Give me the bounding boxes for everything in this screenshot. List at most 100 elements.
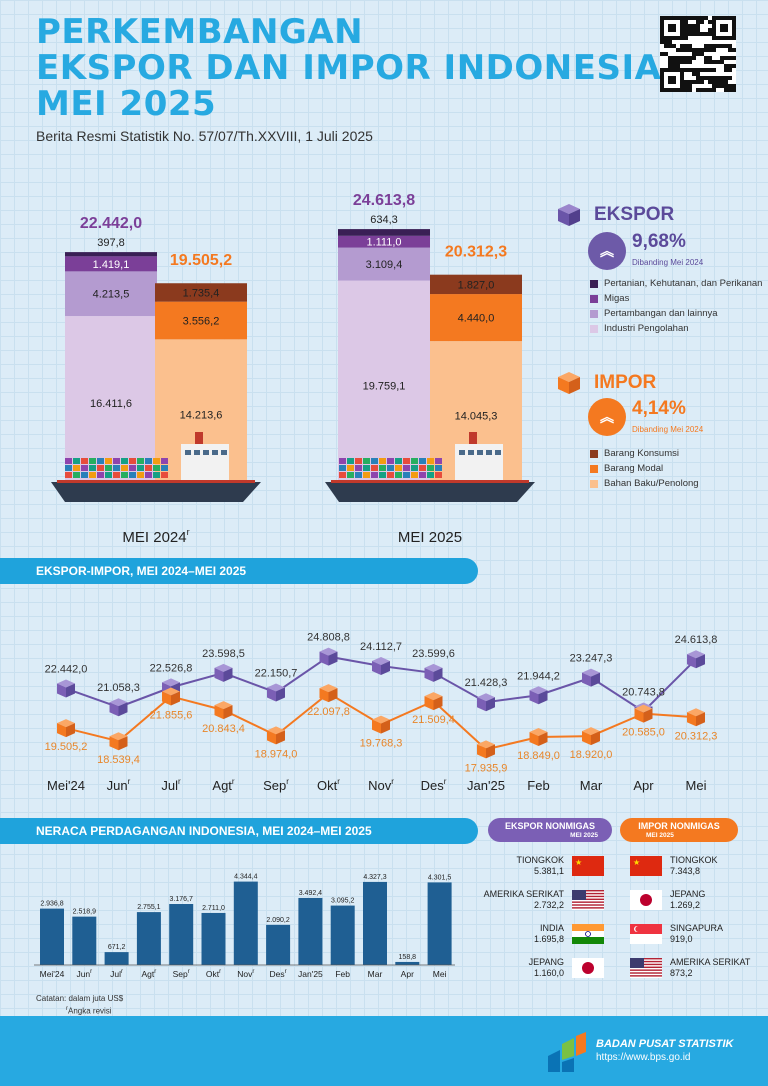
footer: BADAN PUSAT STATISTIK https://www.bps.go… xyxy=(0,1016,768,1086)
data-point-cube xyxy=(372,715,390,734)
qr-module xyxy=(684,56,688,60)
cube-face xyxy=(57,723,66,738)
x-tick-label: Mei xyxy=(686,778,707,793)
cube-face xyxy=(477,693,495,702)
impor-bar-segment xyxy=(155,283,247,302)
impor-segment-label: 14.213,6 xyxy=(180,410,223,422)
qr-module xyxy=(712,84,716,88)
ship-container xyxy=(113,465,120,471)
line-chart-title: EKSPOR-IMPOR, MEI 2024–MEI 2025 xyxy=(36,564,247,578)
notes: Catatan: dalam juta US$ rAngka revisi xyxy=(36,994,123,1017)
ship-container xyxy=(73,472,80,478)
data-label: 20.585,0 xyxy=(622,727,665,739)
data-point-cube xyxy=(57,719,75,738)
x-tick-label: Jan'25 xyxy=(467,778,505,793)
qr-module xyxy=(708,56,712,60)
ship-window xyxy=(468,450,474,455)
qr-module xyxy=(724,76,728,80)
x-tick-label: Julr xyxy=(161,777,181,793)
ship-window xyxy=(477,450,483,455)
partner-text: AMERIKA SERIKAT 2.732,2 xyxy=(460,889,564,911)
ship-container xyxy=(121,458,128,464)
legend-label: Industri Pengolahan xyxy=(604,323,689,334)
data-point-cube xyxy=(319,684,338,703)
ekspor-bar-segment xyxy=(338,247,430,281)
ship-hull xyxy=(51,482,261,502)
ship-container xyxy=(435,465,442,471)
data-label: 18.974,0 xyxy=(255,748,298,760)
cube-face xyxy=(162,691,171,706)
cube-face xyxy=(267,683,285,692)
qr-module xyxy=(728,68,732,72)
qr-module xyxy=(704,44,708,48)
qr-module xyxy=(720,44,724,48)
partner-text: TIONGKOK 5.381,1 xyxy=(460,855,564,877)
ship-window xyxy=(221,450,227,455)
ekspor-bar-segment xyxy=(338,280,430,490)
ship-container xyxy=(411,472,418,478)
ship-container xyxy=(137,458,144,464)
bar-value-label: 4.344,4 xyxy=(234,874,257,881)
bps-logo-icon[interactable] xyxy=(544,1030,590,1076)
qr-module xyxy=(732,56,736,60)
ship-container xyxy=(129,458,136,464)
data-point-cube xyxy=(477,740,495,759)
cube-face xyxy=(372,660,381,675)
qr-finder xyxy=(720,24,728,32)
ship-window xyxy=(495,450,501,455)
qr-module xyxy=(732,48,736,52)
ship-window xyxy=(194,450,200,455)
revision-superscript: r xyxy=(252,969,254,975)
ship-container xyxy=(153,458,160,464)
data-point-cube xyxy=(687,708,705,727)
partner-value: 2.732,2 xyxy=(533,900,564,910)
ship-container xyxy=(419,465,426,471)
qr-module xyxy=(704,16,708,20)
ship-container xyxy=(137,465,144,471)
qr-module xyxy=(664,52,668,56)
ship-container xyxy=(371,465,378,471)
ship-container xyxy=(387,465,394,471)
cube-icon xyxy=(558,204,580,226)
revision-superscript: r xyxy=(285,969,287,975)
data-point-cube xyxy=(214,701,233,720)
ekspor-total-label: 24.613,8 xyxy=(353,192,415,209)
qr-module xyxy=(704,32,708,36)
flag-crescent xyxy=(635,926,642,932)
title-line-1: PERKEMBANGAN xyxy=(36,12,364,52)
data-label: 19.768,3 xyxy=(360,738,403,750)
ship-container xyxy=(105,458,112,464)
partner-country: TIONGKOK xyxy=(670,855,718,865)
flag-stripe xyxy=(572,890,604,892)
ship-container xyxy=(97,458,104,464)
cube-face xyxy=(118,736,128,751)
footer-url[interactable]: https://www.bps.go.id xyxy=(596,1052,691,1063)
cube-face xyxy=(529,728,548,737)
cube-face xyxy=(57,679,75,688)
chevrons-up-icon: ︽ xyxy=(588,232,626,270)
ekspor-bar-segment xyxy=(65,252,157,257)
flag-stripe xyxy=(630,963,662,966)
qr-module xyxy=(708,28,712,32)
flag-star: ★ xyxy=(633,858,640,867)
qr-module xyxy=(680,60,684,64)
x-tick-label: Mei xyxy=(433,969,447,979)
legend-item: Pertanian, Kehutanan, dan Perikanan xyxy=(590,276,762,291)
data-point-cube xyxy=(319,647,338,666)
flag-band xyxy=(630,934,662,944)
partner-flag xyxy=(572,958,604,978)
qr-code-icon[interactable] xyxy=(660,16,736,92)
data-label: 22.526,8 xyxy=(150,662,193,674)
cube-face xyxy=(696,654,705,669)
cube-face xyxy=(223,667,233,682)
data-label: 22.150,7 xyxy=(255,667,298,679)
data-label: 22.097,8 xyxy=(307,706,350,718)
flag-stripe xyxy=(630,960,662,963)
cube-face xyxy=(328,651,338,666)
ship-container xyxy=(81,465,88,471)
impor-segment-label: 4.440,0 xyxy=(458,313,495,325)
qr-module xyxy=(724,84,728,88)
ship-container xyxy=(161,458,168,464)
balance-chart-title: NERACA PERDAGANGAN INDONESIA, MEI 2024–M… xyxy=(36,824,372,838)
note-superscript: r xyxy=(66,1006,68,1012)
